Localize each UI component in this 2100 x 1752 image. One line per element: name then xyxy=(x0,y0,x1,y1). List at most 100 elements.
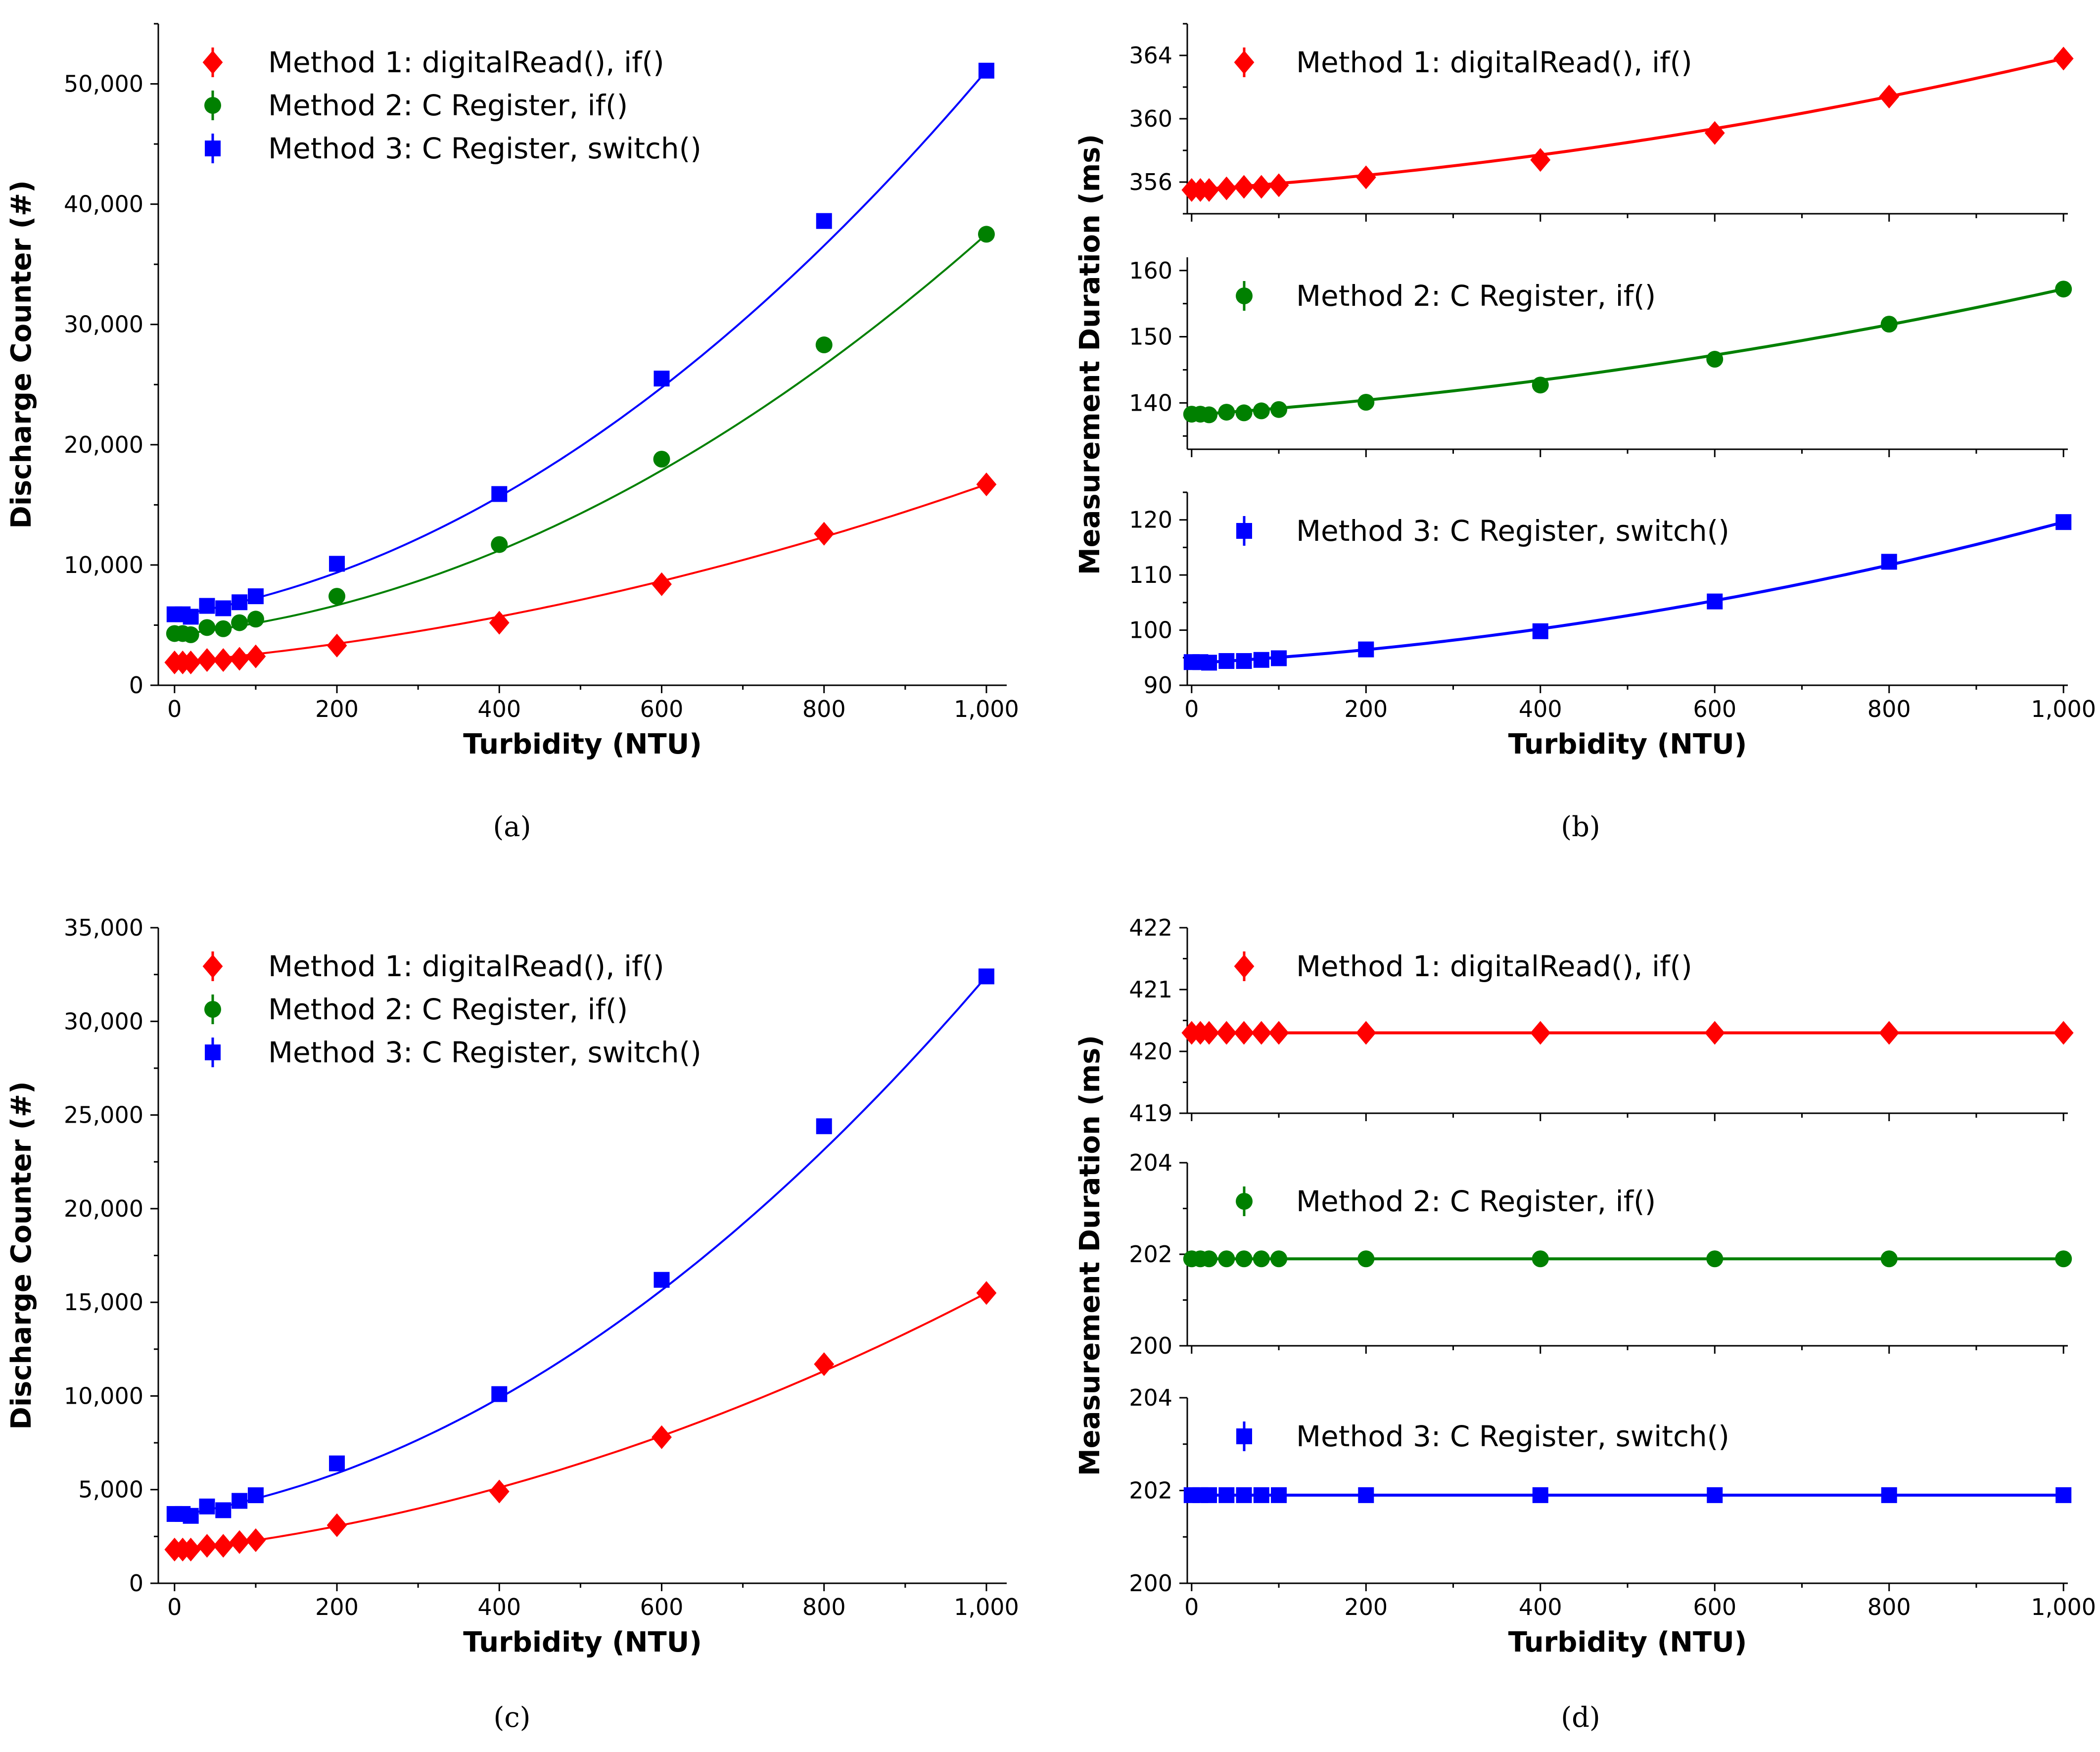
legend-marker-glyph xyxy=(204,1001,221,1018)
data-point xyxy=(2053,47,2074,71)
data-point xyxy=(198,619,216,636)
series-1 xyxy=(164,473,997,674)
data-point xyxy=(1881,1487,1897,1503)
chart-c: 0 5,000 10,000 15,000 20,000 25,000 30,000 35,0… xyxy=(5,914,1019,1734)
x-tick-label: 200 xyxy=(315,1594,359,1620)
data-point xyxy=(1253,1487,1269,1503)
legend-label: Method 2: C Register, if() xyxy=(1296,279,1656,313)
data-point xyxy=(1270,401,1288,418)
x-tick-label: 1,000 xyxy=(954,1594,1019,1620)
data-point xyxy=(183,609,199,625)
y-tick-label: 10,000 xyxy=(64,1382,143,1409)
data-point xyxy=(976,1281,997,1305)
data-point xyxy=(232,1493,248,1509)
x-tick-label: 800 xyxy=(802,1594,846,1620)
data-point xyxy=(1201,1487,1217,1503)
y-tick-label: 140 xyxy=(1129,389,1172,416)
x-tick-label: 1,000 xyxy=(954,696,1019,722)
y-tick-label: 30,000 xyxy=(64,1008,143,1035)
legend-label: Method 3: C Register, switch() xyxy=(268,1036,701,1069)
x-tick-label: 600 xyxy=(640,1594,684,1620)
data-point xyxy=(653,1272,670,1288)
y-tick-label: 100 xyxy=(1129,617,1172,644)
legend-marker-glyph xyxy=(1236,523,1252,539)
data-point xyxy=(199,598,215,614)
series-2 xyxy=(166,226,995,643)
y-tick-label: 50,000 xyxy=(64,71,143,97)
data-point xyxy=(1216,1021,1237,1045)
legend-label: Method 3: C Register, switch() xyxy=(1296,514,1729,548)
x-tick-label: 600 xyxy=(1693,696,1736,722)
data-point xyxy=(181,1537,201,1562)
y-axis-label: Measurement Duration (ms) xyxy=(1074,1035,1106,1476)
data-point xyxy=(197,1534,217,1558)
y-tick-label: 20,000 xyxy=(64,1195,143,1222)
legend-marker xyxy=(1236,1421,1252,1451)
data-point xyxy=(815,336,833,354)
legend-marker-glyph xyxy=(1236,1428,1252,1444)
data-point xyxy=(197,648,217,672)
x-tick-label: 800 xyxy=(802,696,846,722)
legend-marker-glyph xyxy=(202,954,223,978)
data-point xyxy=(978,226,995,243)
data-point xyxy=(814,521,835,546)
legend-marker xyxy=(1234,47,1255,77)
legend-marker xyxy=(1234,951,1255,981)
series-1 xyxy=(164,1281,997,1562)
data-point xyxy=(1234,175,1254,199)
x-axis-label: Turbidity (NTU) xyxy=(1508,728,1747,760)
data-point xyxy=(1236,1487,1252,1503)
y-tick-label: 356 xyxy=(1129,169,1172,195)
legend-label: Method 1: digitalRead(), if() xyxy=(1296,949,1692,983)
fit-line xyxy=(174,70,987,616)
legend-marker-glyph xyxy=(202,50,223,74)
data-point xyxy=(1199,178,1219,202)
panel-caption: (b) xyxy=(1561,811,1600,843)
data-point xyxy=(215,600,232,616)
x-tick-label: 0 xyxy=(1184,1594,1199,1620)
legend-marker-glyph xyxy=(205,1044,221,1060)
chart-b: 356 360 364 Method 1: digitalRead(), if() 14… xyxy=(1074,23,2096,843)
data-point xyxy=(1218,1250,1235,1268)
legend-label: Method 2: C Register, if() xyxy=(268,89,628,122)
data-point xyxy=(816,1118,832,1135)
legend-marker xyxy=(1236,1186,1253,1216)
data-point xyxy=(491,1386,508,1402)
data-point xyxy=(1201,406,1218,424)
data-point xyxy=(1704,1021,1725,1045)
y-tick-label: 420 xyxy=(1129,1038,1172,1065)
y-tick-label: 160 xyxy=(1129,257,1172,284)
data-point xyxy=(183,1508,199,1524)
data-point xyxy=(978,968,994,985)
x-tick-label: 800 xyxy=(1867,1594,1911,1620)
panel-caption: (c) xyxy=(493,1702,530,1734)
data-point xyxy=(213,1534,233,1558)
fit-line xyxy=(174,976,987,1517)
x-tick-label: 400 xyxy=(477,696,521,722)
data-point xyxy=(181,650,201,674)
y-tick-label: 419 xyxy=(1129,1100,1172,1127)
x-axis-label: Turbidity (NTU) xyxy=(463,728,702,760)
legend-marker xyxy=(204,91,221,120)
data-point xyxy=(1271,650,1287,666)
series-3 xyxy=(166,62,994,625)
data-point xyxy=(1707,593,1723,610)
data-point xyxy=(978,62,994,79)
x-tick-label: 400 xyxy=(477,1594,521,1620)
data-point xyxy=(1201,1250,1218,1268)
data-point xyxy=(1707,1487,1723,1503)
data-point xyxy=(1253,1250,1270,1268)
y-tick-label: 150 xyxy=(1129,324,1172,350)
subpanel-2: 200 202 204 Method 2: C Register, if() xyxy=(1129,1149,2072,1359)
x-tick-label: 1,000 xyxy=(2031,1594,2096,1620)
y-axis-label: Discharge Counter (#) xyxy=(5,1081,38,1429)
x-tick-label: 600 xyxy=(1693,1594,1736,1620)
y-tick-label: 35,000 xyxy=(64,914,143,941)
data-point xyxy=(1268,1021,1289,1045)
data-point xyxy=(489,1479,510,1504)
data-point xyxy=(1355,165,1376,189)
data-point xyxy=(1358,641,1374,658)
data-point xyxy=(1530,1021,1551,1045)
data-point xyxy=(2055,281,2072,298)
